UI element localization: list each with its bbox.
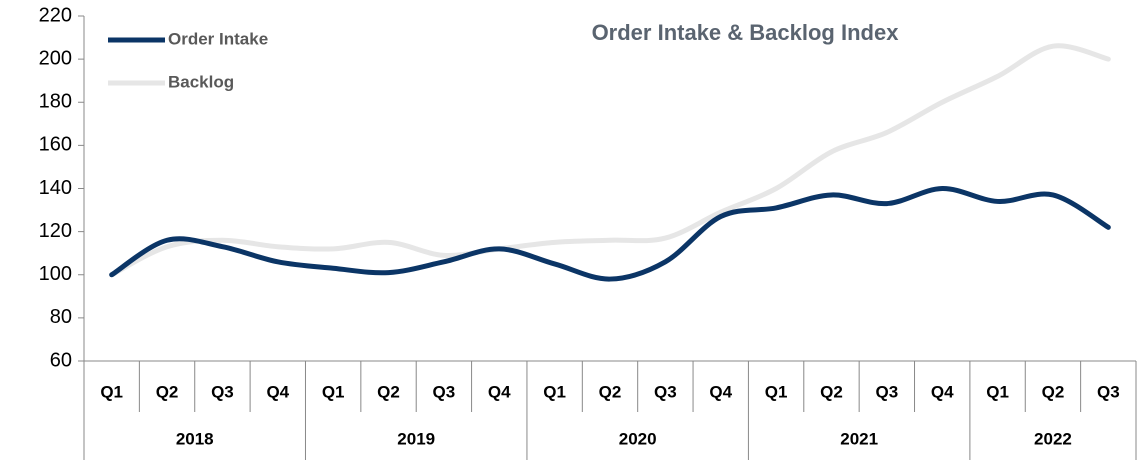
x-group-label: 2021 bbox=[840, 429, 878, 448]
y-tick-label: 100 bbox=[39, 263, 72, 285]
legend-label: Backlog bbox=[168, 72, 234, 91]
y-tick-label: 60 bbox=[50, 349, 72, 371]
x-tick-label: Q1 bbox=[322, 382, 345, 401]
x-tick-label: Q3 bbox=[433, 382, 456, 401]
x-tick-label: Q1 bbox=[543, 382, 566, 401]
x-group-label: 2022 bbox=[1034, 429, 1072, 448]
x-tick-label: Q2 bbox=[820, 382, 843, 401]
x-tick-label: Q2 bbox=[599, 382, 622, 401]
series-line bbox=[109, 43, 1111, 278]
x-tick-label: Q3 bbox=[875, 382, 898, 401]
y-tick-label: 160 bbox=[39, 134, 72, 156]
x-group-label: 2018 bbox=[176, 429, 214, 448]
series-line bbox=[109, 185, 1111, 282]
x-tick-label: Q2 bbox=[156, 382, 179, 401]
y-tick-label: 140 bbox=[39, 177, 72, 199]
x-tick-label: Q2 bbox=[377, 382, 400, 401]
y-tick-label: 220 bbox=[39, 4, 72, 26]
x-tick-label: Q1 bbox=[100, 382, 123, 401]
x-tick-label: Q4 bbox=[488, 382, 511, 401]
y-tick-label: 200 bbox=[39, 47, 72, 69]
x-tick-label: Q4 bbox=[931, 382, 954, 401]
x-tick-label: Q4 bbox=[266, 382, 289, 401]
x-group-label: 2019 bbox=[397, 429, 435, 448]
chart-title: Order Intake & Backlog Index bbox=[592, 20, 900, 45]
x-tick-label: Q1 bbox=[986, 382, 1009, 401]
x-tick-label: Q3 bbox=[654, 382, 677, 401]
x-tick-label: Q1 bbox=[765, 382, 788, 401]
y-tick-label: 120 bbox=[39, 220, 72, 242]
y-tick-label: 80 bbox=[50, 306, 72, 328]
x-tick-label: Q3 bbox=[211, 382, 234, 401]
x-tick-label: Q4 bbox=[709, 382, 732, 401]
x-group-label: 2020 bbox=[619, 429, 657, 448]
legend-label: Order Intake bbox=[168, 29, 268, 48]
y-tick-label: 180 bbox=[39, 91, 72, 113]
x-tick-label: Q3 bbox=[1097, 382, 1120, 401]
x-tick-label: Q2 bbox=[1042, 382, 1065, 401]
